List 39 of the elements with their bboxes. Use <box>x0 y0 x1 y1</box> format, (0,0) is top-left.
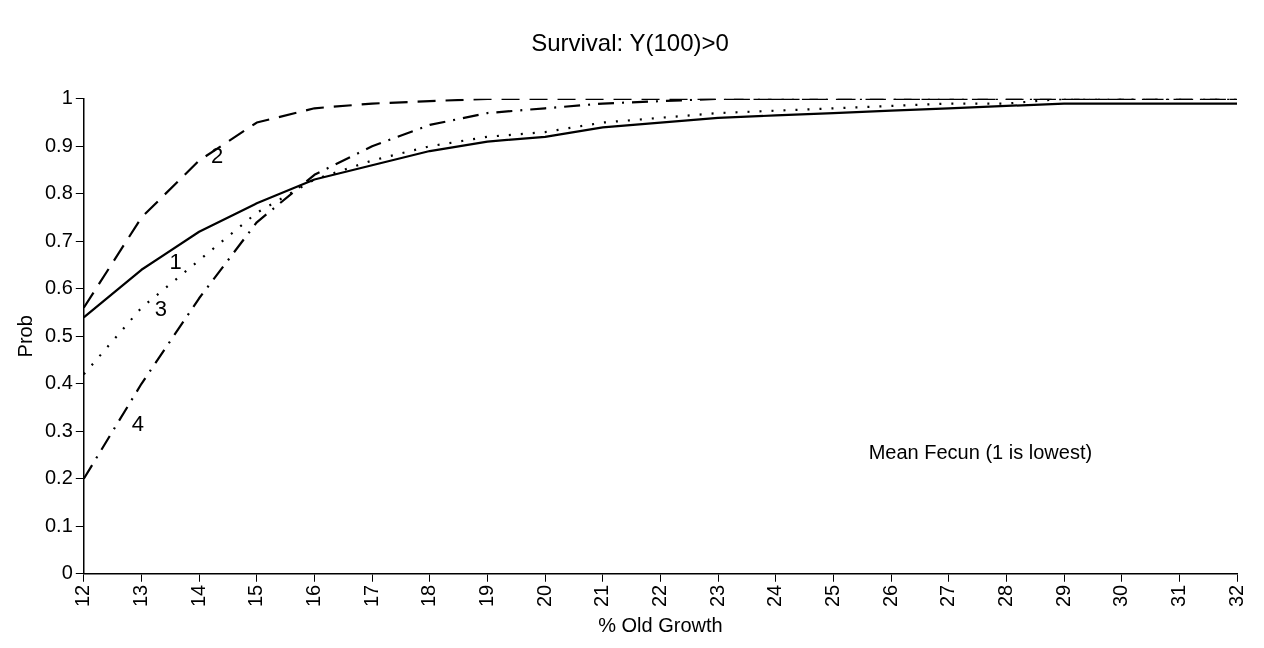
x-axis-title: % Old Growth <box>598 613 723 636</box>
x-tick-label: 21 <box>590 584 613 607</box>
x-tick-label: 15 <box>244 584 267 607</box>
x-tick-label: 29 <box>1051 584 1074 607</box>
y-tick-label: 0.2 <box>44 466 73 489</box>
series-label: 3 <box>154 296 168 322</box>
x-tick-label: 28 <box>993 584 1016 607</box>
y-tick-label: 0 <box>61 561 73 584</box>
series-label: 4 <box>131 410 145 436</box>
x-tick-label: 19 <box>474 584 497 607</box>
x-tick-label: 16 <box>301 584 324 607</box>
x-tick-label: 22 <box>647 584 670 607</box>
x-tick-label: 17 <box>359 584 382 607</box>
x-tick-label: 27 <box>936 584 959 607</box>
x-tick-label: 30 <box>1109 584 1132 607</box>
x-tick-label: 26 <box>878 584 901 607</box>
x-tick-label: 14 <box>186 584 209 607</box>
y-tick-label: 0.1 <box>44 513 73 536</box>
y-tick-label: 0.8 <box>44 181 73 204</box>
y-tick-label: 0.7 <box>44 228 73 251</box>
y-tick-label: 0.3 <box>44 418 73 441</box>
x-tick-label: 13 <box>128 584 151 607</box>
x-tick-label: 31 <box>1166 584 1189 607</box>
y-axis-title: Prob <box>13 315 36 358</box>
y-tick-label: 0.9 <box>44 133 73 156</box>
chart-title: Survival: Y(100)>0 <box>531 29 729 57</box>
x-tick-label: 20 <box>532 584 555 607</box>
x-tick-label: 24 <box>763 584 786 607</box>
y-tick-label: 0.4 <box>44 371 73 394</box>
y-tick-label: 1 <box>61 86 73 109</box>
x-tick-label: 18 <box>417 584 440 607</box>
x-tick-label: 23 <box>705 584 728 607</box>
y-tick-label: 0.6 <box>44 276 73 299</box>
x-tick-label: 12 <box>71 584 94 607</box>
x-tick-label: 32 <box>1224 584 1247 607</box>
annotation: Mean Fecun (1 is lowest) <box>868 441 1093 464</box>
x-tick-label: 25 <box>820 584 843 607</box>
series-label: 1 <box>169 249 182 275</box>
y-tick-label: 0.5 <box>44 323 73 346</box>
